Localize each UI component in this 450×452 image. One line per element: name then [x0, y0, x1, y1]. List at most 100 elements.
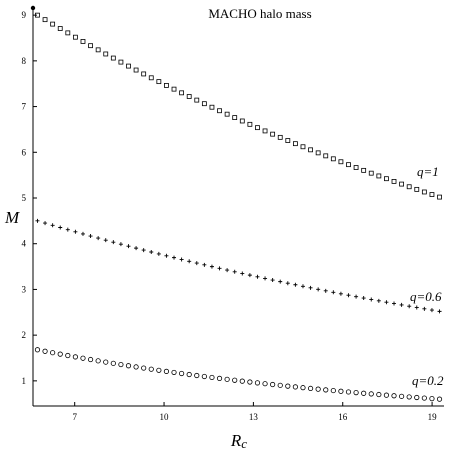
data-point: [194, 261, 199, 266]
data-point: [391, 179, 397, 184]
data-point: [429, 192, 435, 197]
series-label-q02: q=0.2: [412, 373, 444, 388]
data-point: [209, 264, 214, 269]
data-point: [118, 361, 124, 368]
data-point: [201, 373, 207, 380]
data-point: [278, 279, 283, 284]
data-point: [72, 354, 78, 360]
data-point: [436, 396, 443, 402]
data-point: [270, 278, 275, 283]
data-point: [65, 227, 70, 232]
data-point: [50, 223, 55, 228]
data-point: [255, 274, 260, 279]
data-point: [103, 359, 109, 365]
series-label-q1: q=1: [417, 164, 439, 179]
data-point: [58, 225, 63, 230]
data-point: [323, 387, 329, 393]
data-point: [179, 370, 185, 377]
data-point: [277, 134, 283, 140]
data-point: [277, 382, 283, 388]
data-point: [224, 376, 230, 382]
data-point: [429, 308, 434, 313]
data-point: [285, 383, 291, 389]
data-point: [315, 150, 321, 156]
series-1: [35, 218, 442, 314]
data-point: [368, 170, 374, 176]
data-point: [239, 378, 245, 384]
data-point: [209, 104, 215, 110]
data-point: [80, 231, 85, 236]
data-point: [202, 262, 207, 267]
data-point: [57, 351, 63, 357]
data-point: [300, 144, 306, 150]
data-point: [103, 51, 109, 57]
data-point: [376, 298, 381, 303]
data-point: [88, 234, 93, 239]
data-point: [133, 364, 139, 370]
data-point: [43, 221, 48, 226]
data-point: [126, 244, 131, 249]
data-point: [216, 375, 223, 381]
series-layer: [34, 12, 443, 402]
data-point: [73, 229, 78, 234]
data-point: [163, 368, 170, 374]
data-point: [399, 393, 405, 399]
data-point: [232, 269, 237, 274]
data-point: [42, 17, 48, 23]
data-point: [406, 394, 412, 400]
data-point: [126, 63, 131, 69]
x-tick-label: 13: [249, 412, 259, 422]
data-point: [65, 30, 71, 36]
data-point: [361, 390, 367, 396]
data-point: [368, 391, 374, 397]
data-point: [50, 350, 56, 356]
data-point: [437, 194, 442, 200]
data-point: [262, 128, 268, 134]
y-axis-label: M: [4, 208, 20, 227]
data-point: [225, 268, 230, 273]
data-point: [133, 67, 139, 73]
x-axis-label-main: R: [230, 431, 242, 450]
y-axis-top-dot: [30, 5, 36, 11]
data-point: [391, 393, 397, 399]
y-tick-label: 7: [22, 102, 27, 112]
data-point: [156, 251, 161, 256]
data-point: [421, 395, 427, 401]
data-point: [346, 162, 351, 168]
data-point: [369, 297, 374, 302]
data-point: [209, 374, 215, 381]
series-0: [35, 12, 442, 200]
y-tick-label: 9: [22, 10, 27, 20]
data-point: [392, 301, 397, 306]
data-point: [164, 83, 169, 88]
data-point: [338, 159, 344, 165]
data-point: [232, 115, 238, 121]
data-point: [414, 305, 419, 310]
data-point: [194, 97, 200, 103]
series-2: [34, 347, 443, 402]
data-point: [292, 384, 298, 390]
data-point: [361, 296, 366, 301]
data-point: [383, 392, 390, 398]
axes: [30, 5, 444, 407]
data-point: [95, 47, 101, 53]
data-point: [239, 118, 245, 124]
y-tick-label: 6: [22, 147, 27, 157]
data-point: [376, 391, 382, 398]
data-point: [384, 300, 389, 305]
data-point: [164, 253, 169, 258]
data-point: [247, 273, 252, 278]
data-point: [118, 59, 124, 65]
data-point: [406, 184, 412, 190]
data-point: [421, 189, 427, 195]
data-point: [156, 79, 162, 85]
data-point: [232, 377, 238, 383]
x-tick-label: 19: [428, 412, 438, 422]
y-tick-label: 5: [22, 193, 27, 203]
data-point: [118, 242, 123, 247]
data-point: [338, 291, 343, 296]
data-point: [217, 108, 222, 114]
data-point: [316, 287, 321, 292]
data-point: [103, 238, 108, 243]
data-point: [172, 255, 177, 260]
